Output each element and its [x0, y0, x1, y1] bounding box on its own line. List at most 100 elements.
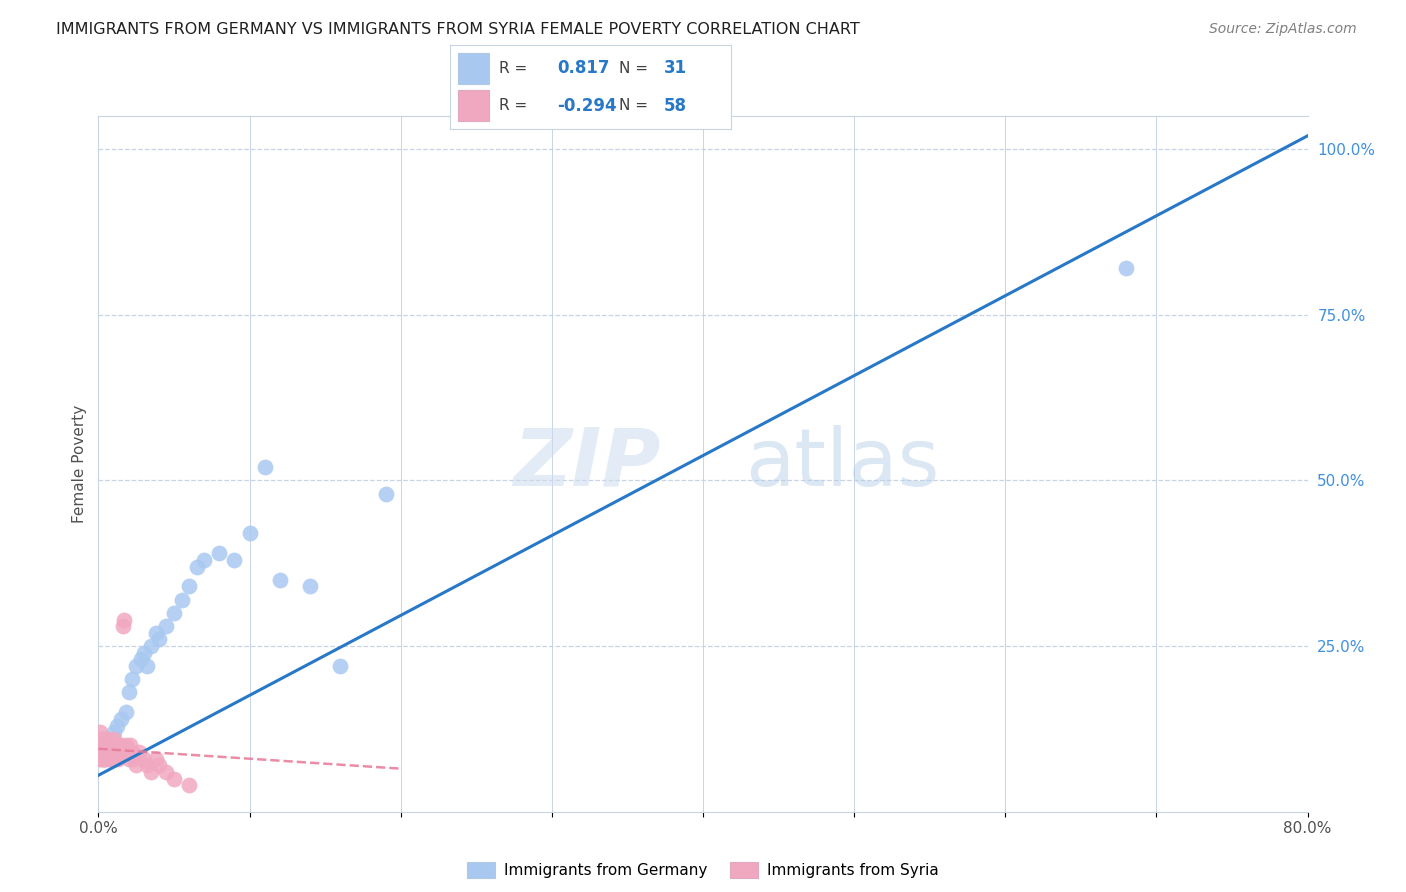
- Point: [141, 639, 163, 653]
- Point: [170, 592, 193, 607]
- Point: [93, 731, 115, 746]
- Point: [145, 625, 167, 640]
- Point: [91, 745, 114, 759]
- Point: [103, 745, 125, 759]
- Point: [94, 745, 117, 759]
- FancyBboxPatch shape: [458, 54, 489, 84]
- Point: [101, 739, 124, 753]
- Point: [148, 758, 170, 772]
- Point: [107, 752, 129, 766]
- Point: [155, 764, 177, 779]
- Point: [208, 546, 231, 560]
- Point: [374, 486, 396, 500]
- Point: [329, 659, 352, 673]
- Text: Source: ZipAtlas.com: Source: ZipAtlas.com: [1209, 22, 1357, 37]
- Point: [93, 752, 115, 766]
- Point: [110, 745, 132, 759]
- Point: [91, 739, 114, 753]
- Point: [98, 739, 121, 753]
- Point: [96, 739, 118, 753]
- Point: [128, 745, 150, 759]
- Point: [94, 731, 117, 746]
- Point: [90, 731, 112, 746]
- Point: [94, 752, 117, 766]
- Point: [129, 652, 152, 666]
- Point: [118, 752, 141, 766]
- Point: [110, 712, 132, 726]
- Point: [121, 672, 143, 686]
- Point: [103, 731, 125, 746]
- Point: [163, 772, 186, 786]
- Point: [96, 731, 118, 746]
- Point: [135, 659, 157, 673]
- Point: [132, 752, 155, 766]
- Point: [100, 739, 122, 753]
- Text: 31: 31: [664, 60, 686, 78]
- Point: [89, 739, 111, 753]
- Y-axis label: Female Poverty: Female Poverty: [72, 405, 87, 523]
- Point: [120, 739, 142, 753]
- Text: 0.817: 0.817: [557, 60, 609, 78]
- Point: [108, 739, 131, 753]
- Point: [89, 752, 111, 766]
- Point: [118, 685, 141, 699]
- FancyBboxPatch shape: [458, 90, 489, 120]
- Point: [96, 739, 118, 753]
- Point: [121, 745, 143, 759]
- Point: [90, 745, 112, 759]
- Point: [114, 739, 136, 753]
- Point: [101, 745, 124, 759]
- Point: [269, 573, 291, 587]
- Point: [100, 752, 122, 766]
- Legend: Immigrants from Germany, Immigrants from Syria: Immigrants from Germany, Immigrants from…: [461, 856, 945, 884]
- Point: [89, 725, 111, 739]
- Point: [98, 745, 121, 759]
- Point: [122, 752, 145, 766]
- Point: [96, 745, 118, 759]
- Point: [90, 752, 112, 766]
- Point: [115, 745, 138, 759]
- Text: IMMIGRANTS FROM GERMANY VS IMMIGRANTS FROM SYRIA FEMALE POVERTY CORRELATION CHAR: IMMIGRANTS FROM GERMANY VS IMMIGRANTS FR…: [56, 22, 860, 37]
- Text: N =: N =: [619, 61, 648, 76]
- Point: [193, 553, 215, 567]
- Point: [179, 778, 201, 792]
- Text: N =: N =: [619, 98, 648, 113]
- Point: [135, 758, 157, 772]
- Point: [155, 619, 177, 633]
- Text: ZIP: ZIP: [513, 425, 661, 503]
- Text: atlas: atlas: [745, 425, 939, 503]
- Point: [104, 752, 127, 766]
- Point: [224, 553, 246, 567]
- Point: [91, 752, 114, 766]
- Point: [179, 579, 201, 593]
- Point: [186, 559, 208, 574]
- Point: [125, 758, 148, 772]
- Point: [132, 646, 155, 660]
- Point: [105, 718, 128, 732]
- Text: 58: 58: [664, 96, 686, 114]
- Point: [94, 739, 117, 753]
- Point: [111, 619, 134, 633]
- Point: [105, 739, 128, 753]
- Point: [299, 579, 322, 593]
- Point: [98, 752, 121, 766]
- Point: [253, 460, 276, 475]
- Point: [107, 745, 129, 759]
- Text: -0.294: -0.294: [557, 96, 616, 114]
- Point: [93, 739, 115, 753]
- Point: [141, 764, 163, 779]
- Point: [125, 659, 148, 673]
- Point: [148, 632, 170, 647]
- Point: [91, 731, 114, 746]
- Point: [104, 739, 127, 753]
- Point: [90, 739, 112, 753]
- Point: [163, 606, 186, 620]
- Point: [1115, 261, 1137, 276]
- Point: [93, 752, 115, 766]
- Text: R =: R =: [499, 61, 527, 76]
- Text: R =: R =: [499, 98, 527, 113]
- Point: [100, 739, 122, 753]
- Point: [114, 706, 136, 720]
- Point: [239, 526, 262, 541]
- Point: [93, 745, 115, 759]
